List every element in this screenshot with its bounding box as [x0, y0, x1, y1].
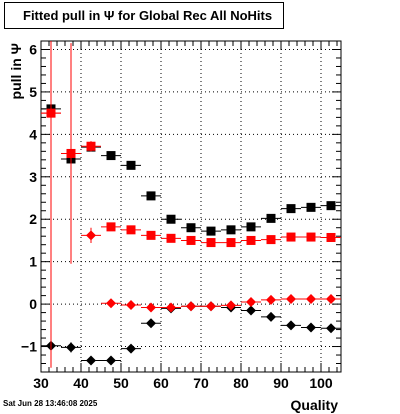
timestamp: Sat Jun 28 13:46:08 2025: [3, 399, 98, 408]
y-tick-label: 4: [29, 126, 37, 142]
data-point-square: [326, 232, 336, 242]
data-point-diamond: [146, 302, 156, 313]
x-tick-label: 40: [73, 375, 89, 391]
chart-title: Fitted pull in Ψ for Global Rec All NoHi…: [23, 8, 273, 23]
x-tick-label: 60: [153, 375, 169, 391]
data-point-square: [266, 213, 276, 223]
y-tick-label: 0: [29, 296, 37, 312]
data-point-diamond: [206, 301, 216, 312]
data-point-square: [126, 225, 136, 235]
data-point-square: [206, 238, 216, 248]
x-tick-label: 90: [273, 375, 289, 391]
data-point-diamond: [286, 294, 296, 305]
data-point-square: [306, 202, 316, 212]
data-point-square: [146, 191, 156, 201]
data-point-diamond: [326, 294, 336, 305]
title-box: Fitted pull in Ψ for Global Rec All NoHi…: [4, 2, 284, 29]
y-axis-title: pull in Ψ: [8, 43, 24, 99]
y-tick-label: 6: [29, 41, 37, 57]
x-tick-label: 70: [193, 375, 209, 391]
y-tick-label: −1: [21, 339, 37, 355]
data-point-square: [306, 232, 316, 242]
data-point-square: [166, 214, 176, 224]
data-point-square: [186, 223, 196, 233]
x-tick-label: 100: [309, 375, 333, 391]
plot-frame: [40, 40, 342, 373]
data-point-diamond: [126, 299, 136, 310]
data-point-square: [266, 235, 276, 245]
x-tick-label: 80: [233, 375, 249, 391]
data-point-square: [226, 225, 236, 235]
x-tick-label: 30: [33, 375, 49, 391]
data-point-diamond: [286, 320, 296, 331]
data-point-square: [286, 204, 296, 214]
data-point-square: [226, 238, 236, 248]
data-point-diamond: [106, 298, 116, 309]
y-tick-label: 3: [29, 169, 37, 185]
data-point-square: [146, 230, 156, 240]
data-point-square: [166, 233, 176, 243]
data-point-diamond: [86, 355, 96, 366]
y-tick-label: 5: [29, 84, 37, 100]
data-point-square: [126, 160, 136, 170]
data-point-square: [246, 222, 256, 232]
data-point-square: [206, 226, 216, 236]
x-axis-title: Quality: [291, 397, 339, 413]
data-point-diamond: [46, 108, 56, 119]
data-point-diamond: [306, 322, 316, 333]
data-point-square: [106, 151, 116, 161]
data-point-diamond: [66, 148, 76, 159]
y-tick-label: 2: [29, 211, 37, 227]
data-point-square: [286, 232, 296, 242]
data-point-diamond: [106, 355, 116, 366]
data-point-square: [246, 235, 256, 245]
data-point-diamond: [326, 323, 336, 334]
data-point-diamond: [246, 296, 256, 307]
data-point-square: [106, 222, 116, 232]
data-point-square: [326, 201, 336, 211]
data-point-diamond: [86, 230, 96, 241]
data-point-diamond: [226, 300, 236, 311]
data-point-square: [186, 235, 196, 245]
data-point-diamond: [166, 302, 176, 313]
data-point-diamond: [146, 318, 156, 329]
y-tick-label: 1: [29, 254, 37, 270]
data-point-diamond: [66, 342, 76, 353]
data-point-diamond: [126, 343, 136, 354]
x-tick-label: 50: [113, 375, 129, 391]
data-point-diamond: [266, 311, 276, 322]
data-point-diamond: [306, 294, 316, 305]
data-point-diamond: [266, 294, 276, 305]
data-point-diamond: [186, 301, 196, 312]
data-point-square: [86, 141, 96, 151]
data-point-diamond: [246, 305, 256, 316]
